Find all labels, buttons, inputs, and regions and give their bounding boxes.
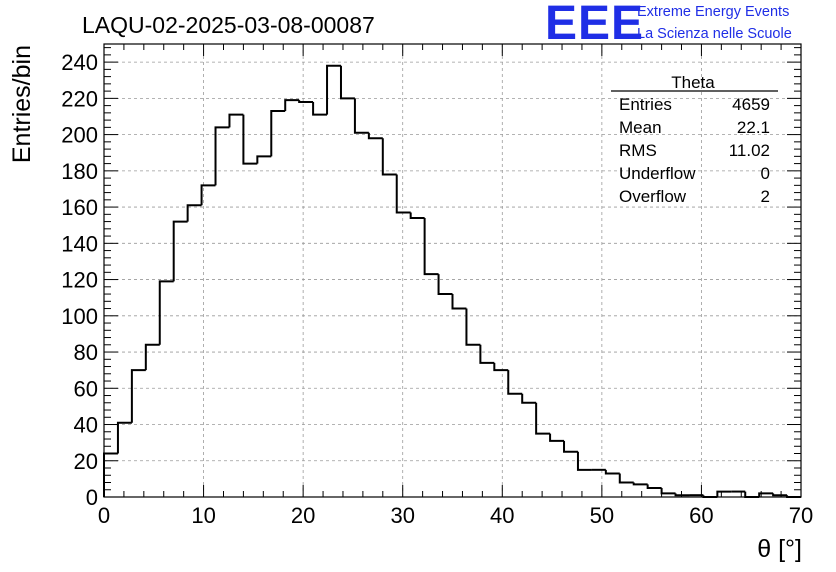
histogram-bin [284, 99, 300, 112]
histogram-bin [270, 110, 286, 157]
axes [103, 43, 802, 498]
y-tick-label: 200 [61, 123, 98, 148]
y-axis-label: Entries/bin [8, 45, 36, 163]
histogram-bin [507, 370, 523, 395]
histogram-bin [381, 138, 397, 176]
stats-row-label: RMS [619, 141, 657, 160]
stats-box: Theta Entries 4659 Mean 22.1 RMS 11.02 Underfl… [611, 73, 778, 206]
histogram-bin [326, 64, 341, 115]
histogram-bin [395, 174, 411, 214]
x-tick-label: 40 [490, 503, 514, 528]
x-tick-label: 20 [291, 503, 315, 528]
histogram-bin [186, 204, 202, 222]
histogram-bin [674, 493, 690, 497]
y-tick-label: 220 [61, 86, 98, 111]
y-tick-label: 40 [74, 413, 98, 438]
stats-title: Theta [671, 73, 715, 92]
stats-row-label: Overflow [619, 187, 687, 206]
histogram-bars [103, 64, 801, 498]
stats-row-value: 4659 [732, 95, 770, 114]
x-tick-label: 70 [789, 503, 813, 528]
histogram-bin [646, 484, 662, 489]
y-tick-label: 180 [61, 159, 98, 184]
y-tick-label: 20 [74, 449, 98, 474]
chart-title: LAQU-02-2025-03-08-00087 [82, 12, 375, 38]
stats-row-label: Underflow [619, 164, 696, 183]
histogram-bin [618, 473, 634, 484]
histogram-bin [772, 493, 788, 497]
x-tick-label: 60 [689, 503, 713, 528]
y-tick-label: 60 [74, 376, 98, 401]
x-tick-label: 30 [390, 503, 414, 528]
histogram-bin [604, 469, 620, 475]
y-tick-label: 100 [61, 304, 98, 329]
histogram-bin [479, 344, 495, 364]
histogram-bin [437, 274, 453, 296]
histogram-bin [576, 451, 592, 471]
histogram-bin [423, 217, 439, 276]
y-tick-label: 240 [61, 50, 98, 75]
histogram-bin [200, 184, 216, 206]
stats-row-value: 11.02 [729, 141, 770, 160]
histogram-bin [242, 114, 258, 165]
histogram-bin [298, 100, 314, 103]
y-tick-label: 160 [61, 195, 98, 220]
histogram-bin [758, 492, 774, 497]
y-tick-label: 0 [86, 485, 98, 510]
eee-logo: EEE Extreme Energy Events La Scienza nel… [545, 0, 835, 50]
histogram-bin [632, 482, 648, 486]
grid [104, 44, 801, 497]
stats-row-value: 22.1 [737, 118, 770, 137]
histogram-bin [521, 393, 537, 404]
y-tick-label: 140 [61, 231, 98, 256]
histogram-bin [716, 490, 732, 497]
histogram-bin [158, 280, 174, 345]
histogram-bin [535, 402, 551, 435]
histogram-bin [493, 362, 509, 372]
histogram-bin [465, 308, 481, 346]
histogram-bin [144, 343, 160, 371]
histogram-bin [409, 212, 425, 219]
histogram-bin [744, 491, 760, 498]
histogram-bin [256, 155, 272, 164]
x-tick-label: 10 [191, 503, 215, 528]
histogram-bin [130, 369, 146, 423]
eee-logo-line1: Extreme Energy Events [637, 4, 790, 20]
histogram-bin [563, 440, 578, 453]
histogram-bin [116, 421, 132, 454]
histogram-bin [451, 294, 467, 310]
y-tick-label: 80 [74, 340, 98, 365]
histogram-bin [339, 65, 355, 100]
histogram-bin [228, 113, 244, 128]
stats-row-label: Mean [619, 118, 662, 137]
histogram-bin [660, 487, 676, 495]
x-tick-label: 0 [98, 503, 110, 528]
x-axis-label: θ [°] [757, 535, 802, 563]
stats-row-value: 2 [761, 187, 770, 206]
histogram-bin [172, 220, 188, 282]
histogram-bin [367, 132, 383, 140]
y-tick-label: 120 [61, 268, 98, 293]
stats-row-label: Entries [619, 95, 672, 114]
histogram-bin [353, 98, 369, 134]
histogram-bin [312, 101, 328, 116]
histogram-bin [214, 126, 230, 186]
histogram-bin [549, 433, 565, 442]
stats-row-value: 0 [761, 164, 770, 183]
eee-logo-line2: La Scienza nelle Scuole [637, 26, 792, 42]
tick-labels: 0 10 20 30 40 50 60 700204060801001201401601802… [61, 50, 813, 528]
eee-logo-mark: EEE [545, 0, 645, 50]
plot-frame [103, 43, 802, 498]
x-tick-label: 50 [590, 503, 614, 528]
